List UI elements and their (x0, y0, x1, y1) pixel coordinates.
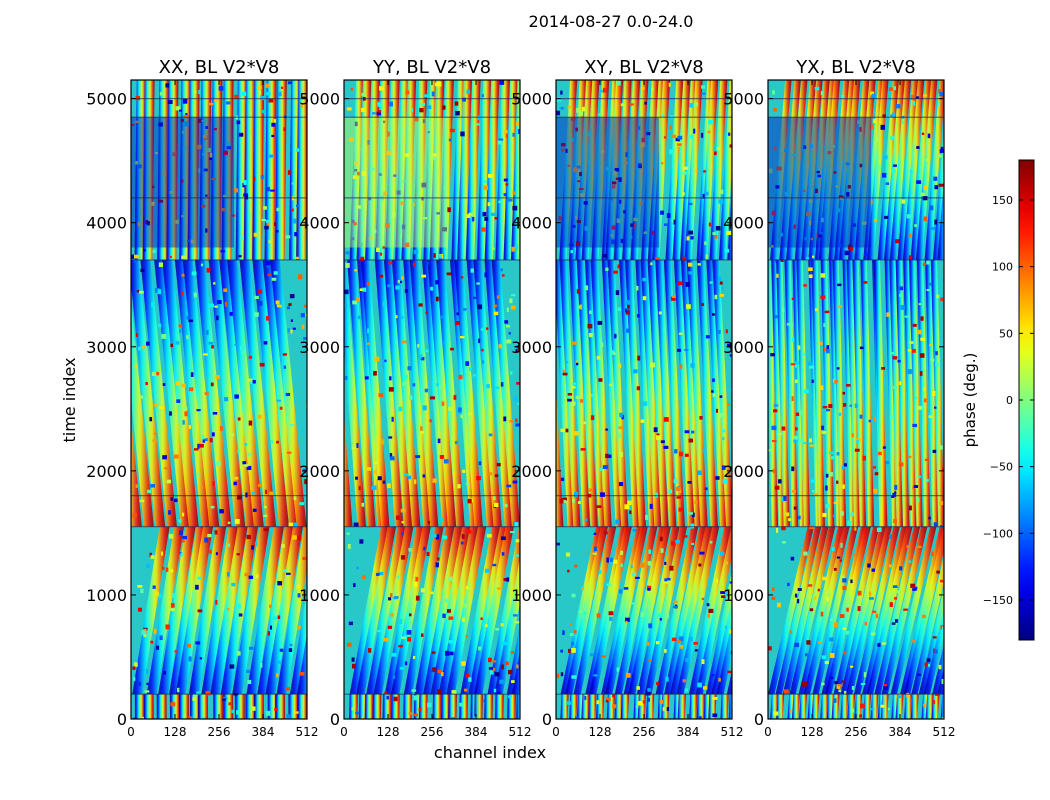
y-tick-label: 2000 (86, 462, 127, 481)
panel-title: YX, BL V2*V8 (795, 57, 915, 78)
y-tick-label: 5000 (723, 90, 764, 109)
colorbar-label: phase (deg.) (961, 353, 979, 448)
panel-title: XX, BL V2*V8 (159, 57, 280, 78)
x-tick-label: 512 (509, 725, 532, 739)
colorbar-tick-label: 0 (1006, 394, 1013, 407)
x-tick-label: 128 (164, 725, 187, 739)
heatmap-image (768, 80, 944, 719)
x-tick-label: 512 (296, 725, 319, 739)
x-tick-label: 384 (889, 725, 912, 739)
x-tick-label: 256 (845, 725, 868, 739)
panel-1: XX, BL V2*V8 0 128 256 384 512 0 1000 2000 3000 40… (86, 57, 319, 739)
y-tick-label: 1000 (511, 586, 552, 605)
x-tick-label: 384 (677, 725, 700, 739)
y-tick-label: 1000 (299, 586, 340, 605)
y-tick-label: 4000 (299, 214, 340, 233)
y-tick-label: 0 (754, 710, 764, 729)
y-tick-label: 0 (330, 710, 340, 729)
y-tick-label: 3000 (511, 338, 552, 357)
heatmap-image (344, 80, 520, 719)
x-tick-label: 128 (801, 725, 824, 739)
y-tick-label: 3000 (299, 338, 340, 357)
panel-2: YY, BL V2*V8 0 128 256 384 512 0 1000 2000 3000 40… (299, 57, 532, 739)
y-axis-label: time index (60, 357, 79, 442)
colorbar-tick-label: 150 (992, 194, 1013, 207)
y-tick-label: 3000 (723, 338, 764, 357)
x-tick-label: 128 (377, 725, 400, 739)
panel-4: YX, BL V2*V8 0 128 256 384 512 0 1000 2000 3000 40… (723, 57, 956, 739)
figure-suptitle: 2014-08-27 0.0-24.0 (528, 12, 694, 31)
panel-title: YY, BL V2*V8 (372, 57, 491, 78)
x-tick-label: 256 (208, 725, 231, 739)
heatmap-image (131, 80, 307, 719)
colorbar-tick-label: 50 (999, 327, 1013, 340)
x-tick-label: 512 (721, 725, 744, 739)
y-tick-label: 3000 (86, 338, 127, 357)
y-tick-label: 0 (542, 710, 552, 729)
x-tick-label: 0 (552, 725, 560, 739)
y-tick-label: 2000 (299, 462, 340, 481)
y-tick-label: 5000 (511, 90, 552, 109)
y-tick-label: 1000 (86, 586, 127, 605)
x-tick-label: 256 (633, 725, 656, 739)
x-tick-label: 384 (465, 725, 488, 739)
x-tick-label: 384 (252, 725, 275, 739)
colorbar-tick-label: 100 (992, 261, 1013, 274)
colorbar-tick-label: −100 (983, 527, 1013, 540)
x-tick-label: 0 (127, 725, 135, 739)
y-tick-label: 1000 (723, 586, 764, 605)
y-tick-label: 2000 (723, 462, 764, 481)
panel-3: XY, BL V2*V8 0 128 256 384 512 0 1000 2000 3000 40… (511, 57, 744, 739)
x-tick-label: 128 (589, 725, 612, 739)
x-tick-label: 256 (421, 725, 444, 739)
y-tick-label: 2000 (511, 462, 552, 481)
x-tick-label: 512 (933, 725, 956, 739)
y-tick-label: 5000 (299, 90, 340, 109)
x-tick-label: 0 (764, 725, 772, 739)
y-tick-label: 4000 (723, 214, 764, 233)
y-tick-label: 5000 (86, 90, 127, 109)
y-tick-label: 0 (117, 710, 127, 729)
y-tick-label: 4000 (86, 214, 127, 233)
x-axis-label: channel index (434, 743, 546, 762)
colorbar-tick-label: −150 (983, 594, 1013, 607)
colorbar-tick-label: −50 (990, 461, 1013, 474)
y-tick-label: 4000 (511, 214, 552, 233)
heatmap-image (556, 80, 732, 719)
panel-title: XY, BL V2*V8 (584, 57, 703, 78)
x-tick-label: 0 (340, 725, 348, 739)
